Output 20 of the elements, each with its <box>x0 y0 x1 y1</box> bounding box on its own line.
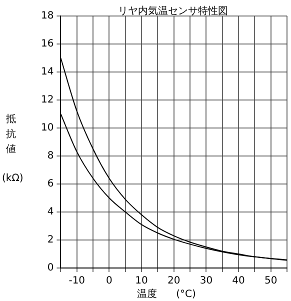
y-tick-label: 14 <box>40 66 54 78</box>
y-tick-label: 4 <box>47 206 54 218</box>
x-tick-label: 40 <box>232 276 245 287</box>
x-tick-label: 50 <box>264 276 278 287</box>
x-tick-label: -10 <box>68 276 86 287</box>
y-tick-label: 10 <box>40 122 54 134</box>
y-tick-label: 6 <box>47 178 54 190</box>
y-tick-label: 18 <box>40 10 54 22</box>
x-tick-label: 0 <box>106 276 112 287</box>
text: 抵抗値 (kΩ) <box>2 114 24 184</box>
y-tick-label: 8 <box>47 150 54 162</box>
chart-title: リヤ内気温センサ特性図 <box>118 6 228 17</box>
x-tick-label: 10 <box>135 276 148 287</box>
x-axis-title: 温度 (°C) <box>137 288 196 301</box>
x-tick-label: 30 <box>200 276 213 287</box>
y-tick-label: 0 <box>47 262 54 274</box>
y-tick-label: 16 <box>40 38 54 50</box>
y-tick-label: 12 <box>40 94 54 106</box>
y-tick-label: 2 <box>47 234 54 246</box>
x-tick-label: 20 <box>167 276 180 287</box>
